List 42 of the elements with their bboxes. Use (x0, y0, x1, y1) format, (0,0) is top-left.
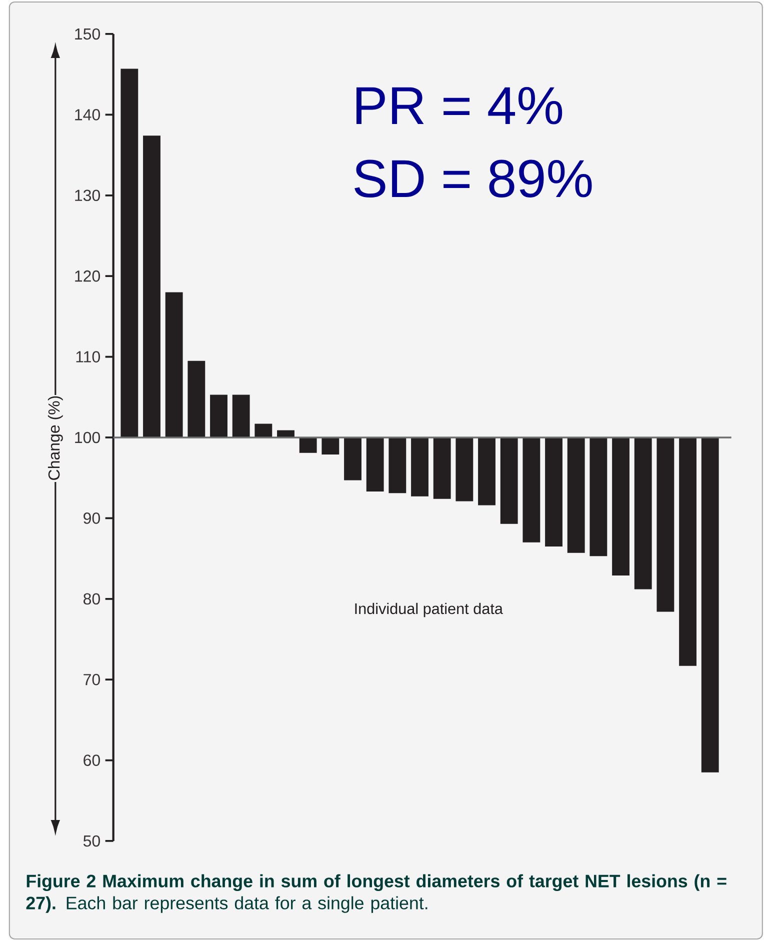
y-tick-label: 150 (74, 28, 100, 40)
bar (634, 437, 652, 590)
bar (590, 437, 607, 556)
y-tick-label: 130 (74, 190, 100, 202)
y-tick-label: 80 (83, 593, 100, 605)
bar (433, 437, 451, 499)
y-axis-title: Change (%) (48, 396, 63, 480)
y-tick-label: 60 (83, 754, 100, 766)
bar (500, 437, 518, 524)
bar (456, 437, 473, 502)
bar (678, 437, 696, 666)
annotation: Individual patient data (355, 602, 503, 618)
y-tick-label: 140 (74, 109, 100, 120)
y-tick-label: 110 (76, 351, 100, 362)
bar (410, 437, 428, 496)
bar (299, 437, 317, 453)
bar (165, 292, 183, 438)
annotation: PR = 4% (356, 87, 562, 124)
y-tick-label: 120 (74, 270, 100, 282)
y-tick-label: 100 (74, 432, 100, 444)
bar (142, 136, 160, 438)
bar (522, 437, 540, 542)
bar (567, 437, 585, 553)
bar (366, 437, 384, 492)
bar (254, 424, 272, 438)
bar (344, 437, 362, 480)
bar (478, 437, 496, 506)
bar (120, 68, 138, 438)
bar (544, 437, 562, 546)
text: Figure 2 Maximum change in sum of longest diameters of target NET lesions (n = 27). Each bar represents data for a single patient. (26, 874, 726, 913)
bar (188, 360, 205, 438)
bar (656, 437, 674, 612)
bar (388, 437, 406, 494)
bar (612, 437, 630, 576)
bar (210, 394, 228, 438)
annotation: SD = 89% (354, 160, 592, 198)
bar (232, 394, 250, 438)
y-tick-label: 50 (83, 835, 100, 847)
bar (701, 437, 719, 772)
bar (322, 437, 339, 454)
y-tick-label: 70 (83, 674, 100, 686)
y-tick-label: 90 (83, 512, 100, 524)
